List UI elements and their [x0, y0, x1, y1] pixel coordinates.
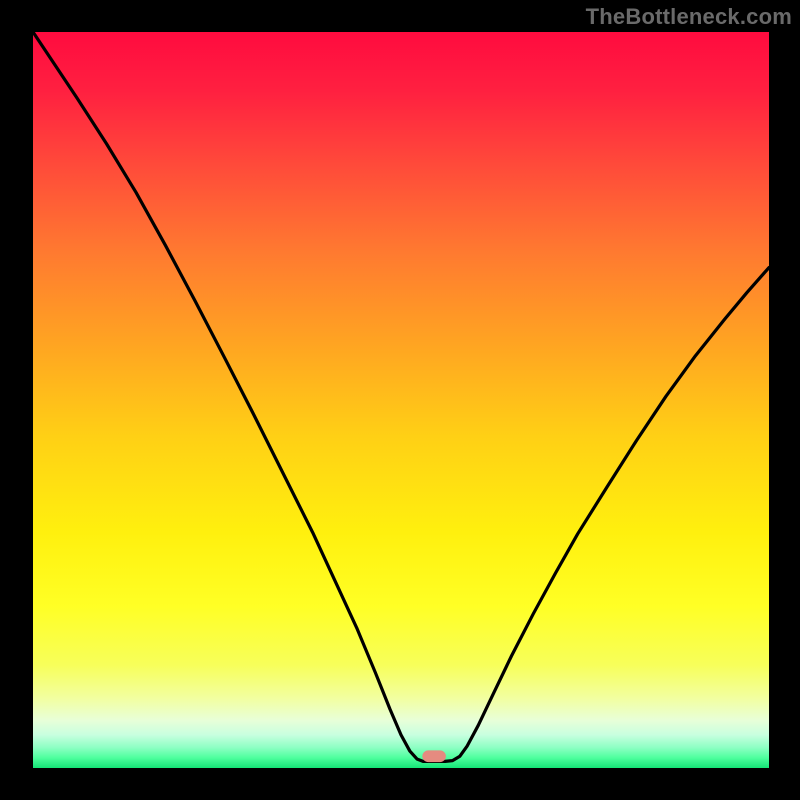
plot-frame: [33, 32, 769, 768]
chart-svg: [33, 32, 769, 768]
min-marker: [422, 750, 446, 762]
watermark-text: TheBottleneck.com: [586, 4, 792, 30]
gradient-rect: [33, 32, 769, 768]
stage: TheBottleneck.com: [0, 0, 800, 800]
